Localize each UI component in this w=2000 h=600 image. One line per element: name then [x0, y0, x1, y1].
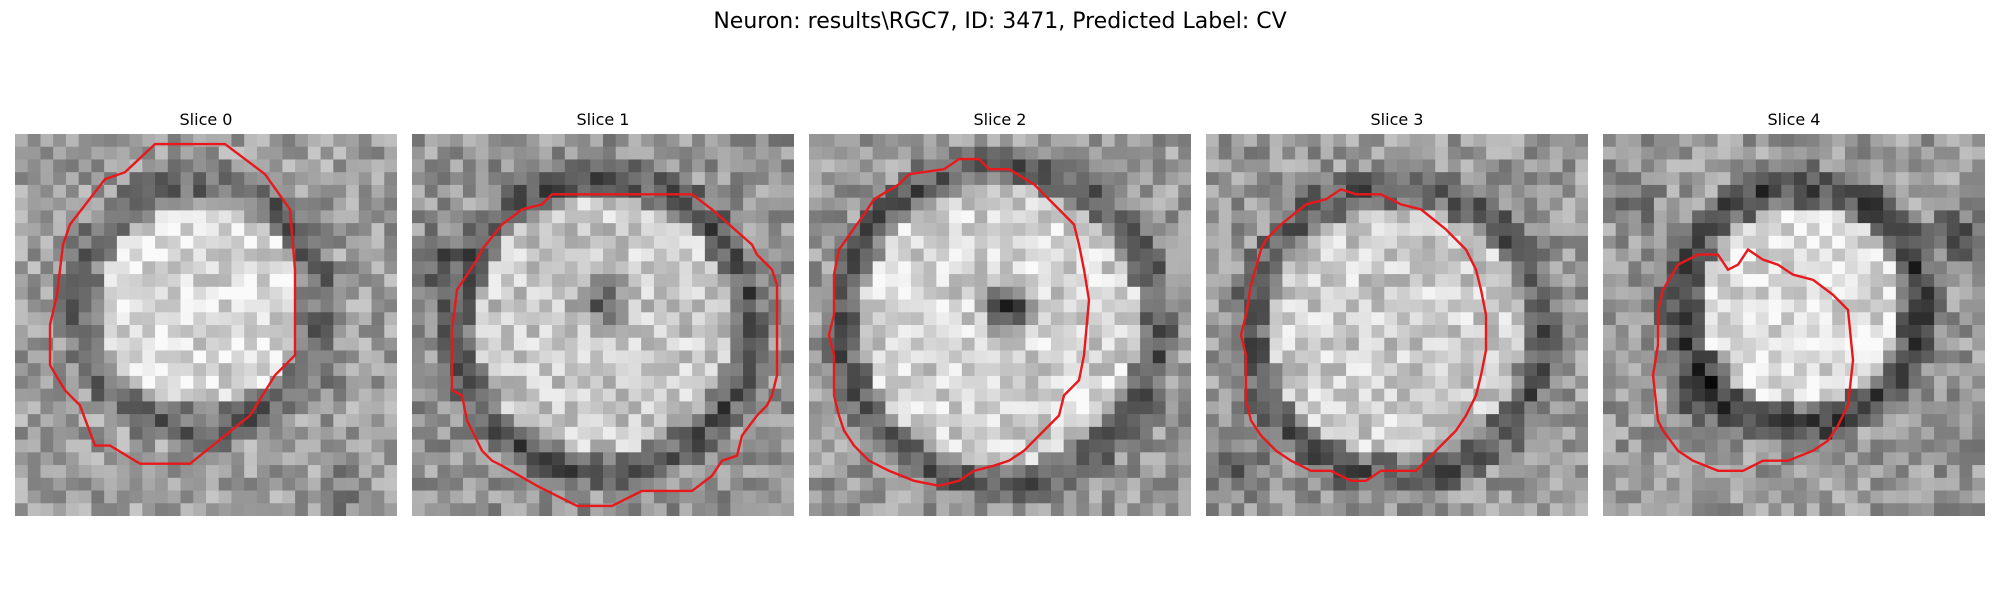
pixel-grid [1603, 134, 1985, 516]
slice-panel: Slice 3 [1206, 108, 1588, 518]
slice-image [1603, 134, 1985, 516]
pixel-grid [15, 134, 397, 516]
pixel-grid [412, 134, 794, 516]
slice-image [1206, 134, 1588, 516]
slice-panel: Slice 0 [15, 108, 397, 518]
cell-boundary-contour [450, 193, 779, 508]
slice-panel: Slice 4 [1603, 108, 1985, 518]
slice-title: Slice 0 [179, 110, 233, 129]
slice-image [809, 134, 1191, 516]
cell-boundary-contour [48, 142, 297, 465]
pixel-grid [809, 134, 1191, 516]
cell-boundary-contour [827, 157, 1091, 488]
cell-boundary-contour [1651, 247, 1855, 472]
slice-title: Slice 3 [1370, 110, 1424, 129]
slice-panel: Slice 1 [412, 108, 794, 518]
slice-image [412, 134, 794, 516]
slice-panel: Slice 2 [809, 108, 1191, 518]
slice-image [15, 134, 397, 516]
slice-title: Slice 1 [576, 110, 630, 129]
pixel-grid [1206, 134, 1588, 516]
figure-title: Neuron: results\RGC7, ID: 3471, Predicte… [713, 9, 1287, 34]
slice-title: Slice 4 [1767, 110, 1821, 129]
slice-title: Slice 2 [973, 110, 1027, 129]
cell-boundary-contour [1239, 187, 1488, 482]
